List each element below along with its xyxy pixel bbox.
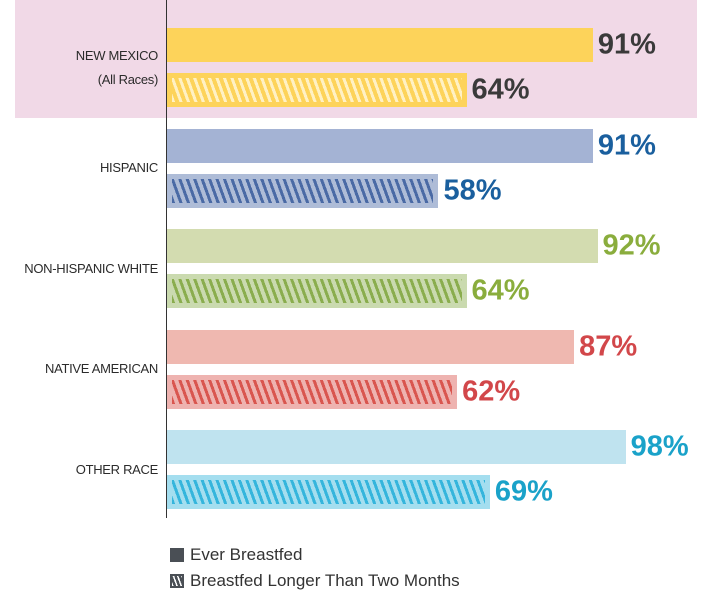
value-label: 64% bbox=[471, 274, 530, 307]
legend-swatch bbox=[170, 574, 184, 588]
value-label: 58% bbox=[443, 174, 502, 206]
value-label: 62% bbox=[462, 375, 521, 407]
value-label: 91% bbox=[597, 28, 656, 61]
value-label: 98% bbox=[630, 430, 689, 463]
bar bbox=[167, 73, 467, 107]
category-label: NON-HISPANIC WHITE bbox=[24, 260, 158, 276]
category-label: NEW MEXICO (All Races) bbox=[75, 47, 159, 87]
bar bbox=[167, 430, 626, 464]
value-label: 69% bbox=[494, 475, 553, 508]
category-label: HISPANIC bbox=[99, 160, 158, 175]
value-label: 87% bbox=[579, 330, 638, 362]
bar bbox=[167, 229, 598, 263]
bar bbox=[167, 28, 593, 62]
bar bbox=[167, 128, 593, 163]
bar bbox=[167, 329, 575, 364]
legend-swatch bbox=[170, 548, 184, 562]
axis-line bbox=[166, 0, 167, 518]
bar bbox=[167, 374, 458, 409]
legend-label: Breastfed Longer Than Two Months bbox=[190, 571, 460, 590]
bar bbox=[167, 173, 439, 208]
value-label: 64% bbox=[471, 73, 530, 106]
value-label: 92% bbox=[602, 229, 661, 262]
bar bbox=[167, 274, 467, 308]
value-label: 91% bbox=[597, 129, 656, 161]
bar bbox=[167, 475, 490, 509]
category-label: OTHER RACE bbox=[75, 461, 159, 477]
category-label: NATIVE AMERICAN bbox=[44, 361, 158, 376]
legend-label: Ever Breastfed bbox=[190, 545, 303, 564]
